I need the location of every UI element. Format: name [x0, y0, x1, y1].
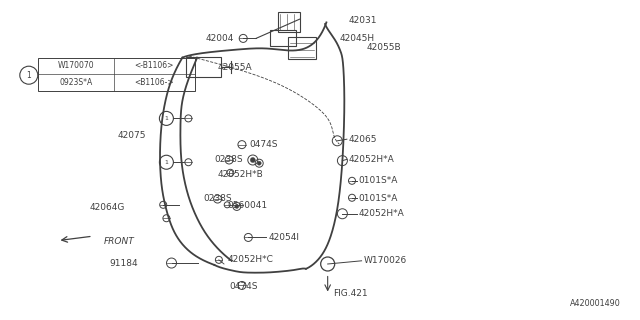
Text: 42064G: 42064G [90, 203, 125, 212]
Text: 0923S*A: 0923S*A [60, 78, 93, 87]
Text: 0560041: 0560041 [227, 201, 268, 210]
Text: 42031: 42031 [349, 16, 378, 25]
Bar [38, 58, 195, 91]
Text: 0238S: 0238S [204, 194, 232, 203]
Text: FRONT: FRONT [104, 237, 134, 246]
Text: 42052H*A: 42052H*A [358, 209, 404, 218]
Text: 1: 1 [164, 160, 168, 165]
Text: 1: 1 [26, 71, 31, 80]
Text: 42075: 42075 [117, 132, 146, 140]
Text: <-B1106>: <-B1106> [135, 61, 174, 70]
Text: 42054I: 42054I [269, 233, 300, 242]
Text: 42055B: 42055B [366, 44, 401, 52]
Text: 0474S: 0474S [250, 140, 278, 149]
Circle shape [250, 157, 255, 163]
Bar [186, 57, 221, 76]
Text: 42004: 42004 [205, 34, 234, 43]
Text: 42052H*A: 42052H*A [349, 155, 394, 164]
Text: <B1106->: <B1106-> [134, 78, 174, 87]
Bar [270, 30, 296, 46]
Text: 0474S: 0474S [229, 282, 258, 291]
Text: 42052H*B: 42052H*B [218, 170, 263, 179]
Bar [288, 37, 316, 60]
Text: W170026: W170026 [364, 256, 407, 265]
Text: 0238S: 0238S [214, 155, 243, 164]
Text: A420001490: A420001490 [570, 299, 621, 308]
Circle shape [235, 204, 239, 208]
Text: 91184: 91184 [109, 259, 138, 268]
Text: 42052H*C: 42052H*C [227, 255, 273, 264]
Text: W170070: W170070 [58, 61, 94, 70]
Bar [278, 12, 300, 32]
Text: 42065: 42065 [349, 135, 378, 144]
Text: FIG.421: FIG.421 [333, 289, 367, 298]
Text: 42045H: 42045H [339, 34, 374, 43]
Text: 42055A: 42055A [218, 63, 252, 72]
Text: 0101S*A: 0101S*A [358, 176, 398, 185]
Text: 1: 1 [164, 116, 168, 121]
Text: 0101S*A: 0101S*A [358, 194, 398, 203]
Circle shape [257, 161, 261, 165]
